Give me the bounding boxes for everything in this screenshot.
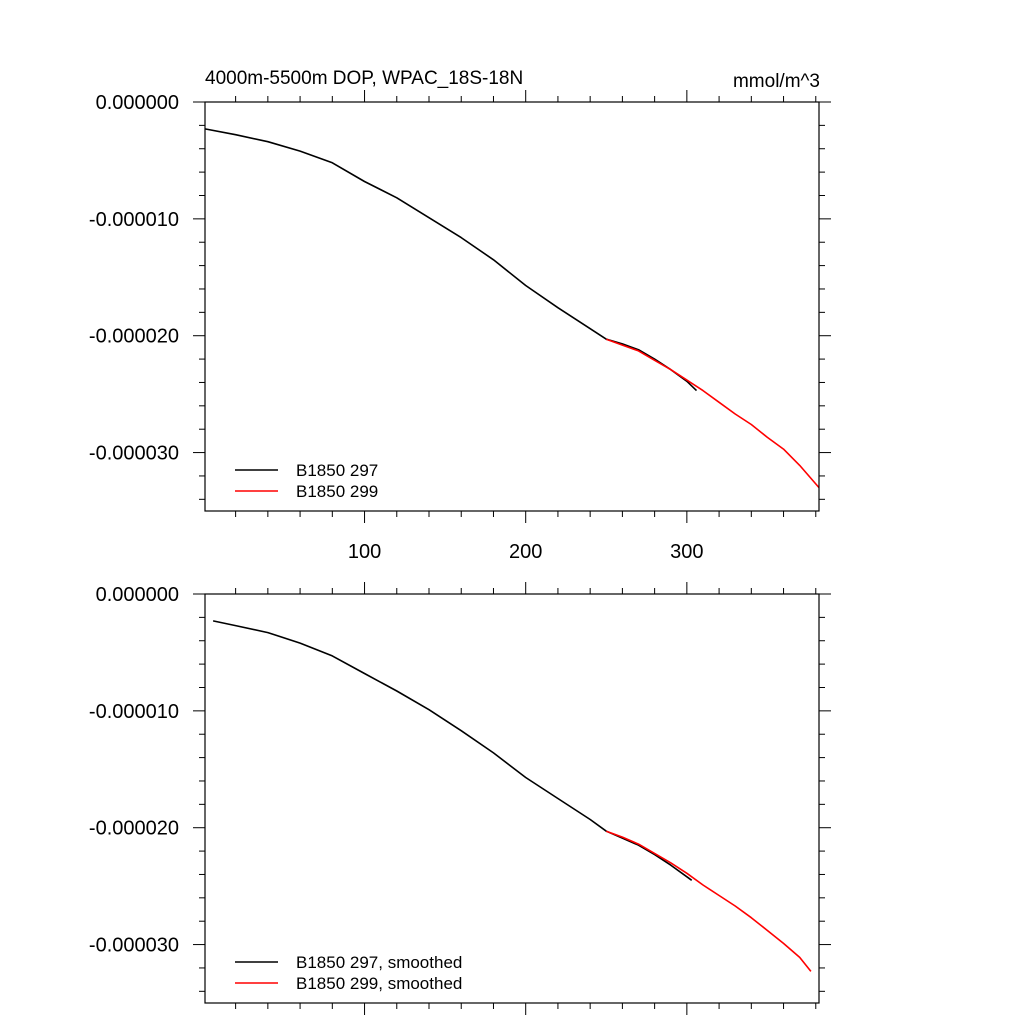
units-label: mmol/m^3 <box>733 71 820 92</box>
series-line-1 <box>204 128 698 392</box>
legend-label-2: B1850 299 <box>296 482 378 501</box>
y-tick-label: -0.000020 <box>89 326 179 348</box>
chart-title: 4000m-5500m DOP, WPAC_18S-18N <box>205 68 523 89</box>
y-tick-labels: 0.000000 -0.000010 -0.000020 -0.000030 <box>89 584 179 957</box>
plot-frame <box>204 101 820 512</box>
x-tick-labels: 100 200 300 <box>348 541 704 563</box>
legend-label-1: B1850 297 <box>296 461 378 480</box>
y-tick-label: -0.000010 <box>89 209 179 231</box>
series-line-2 <box>606 830 812 972</box>
y-tick-label: -0.000030 <box>89 443 179 465</box>
y-tick-label: 0.000000 <box>96 584 179 606</box>
y-tick-labels: 0.000000 -0.000010 -0.000020 -0.000030 <box>89 92 179 465</box>
tick-marks <box>193 582 831 1015</box>
series-group <box>204 128 820 489</box>
tick-marks <box>193 90 831 523</box>
y-tick-label: -0.000020 <box>89 818 179 840</box>
series-line-1 <box>212 620 693 881</box>
x-tick-label: 200 <box>509 541 542 563</box>
series-line-2 <box>606 338 820 489</box>
y-tick-label: -0.000030 <box>89 935 179 957</box>
x-tick-label: 100 <box>348 541 381 563</box>
bottom-panel: 0.000000 -0.000010 -0.000020 -0.000030 B185… <box>89 582 831 1015</box>
y-tick-label: -0.000010 <box>89 701 179 723</box>
legend-label-1: B1850 297, smoothed <box>296 953 462 972</box>
y-tick-label: 0.000000 <box>96 92 179 114</box>
legend: B1850 297, smoothed B1850 299, smoothed <box>235 953 462 993</box>
plot-frame <box>204 593 820 1004</box>
series-group <box>212 620 812 972</box>
x-tick-label: 300 <box>670 541 703 563</box>
legend-label-2: B1850 299, smoothed <box>296 974 462 993</box>
top-panel: 4000m-5500m DOP, WPAC_18S-18N mmol/m^3 0… <box>89 68 831 563</box>
legend: B1850 297 B1850 299 <box>235 461 378 501</box>
